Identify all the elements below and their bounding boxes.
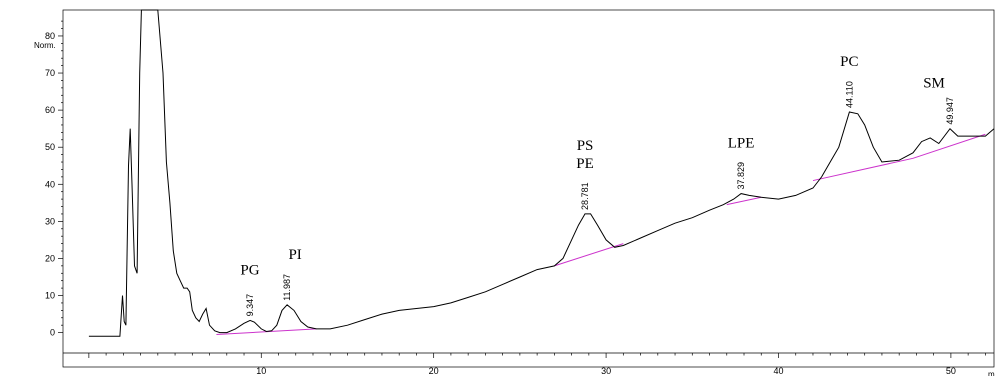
peak-retention-time: 28.781 xyxy=(580,182,590,210)
x-tick-label: 30 xyxy=(601,366,611,376)
y-tick-label: 60 xyxy=(45,105,55,115)
peak-retention-time: 49.947 xyxy=(945,97,955,125)
plot-frame xyxy=(62,9,995,368)
x-tick-label: 40 xyxy=(773,366,783,376)
baseline-segment xyxy=(554,243,624,267)
y-axis-label: Norm. xyxy=(34,41,56,50)
peak-retention-time: 9.347 xyxy=(245,294,255,317)
integration-baselines xyxy=(216,133,986,335)
baseline-segment xyxy=(912,133,986,159)
y-tick-label: 30 xyxy=(45,216,55,226)
x-tick-label: 50 xyxy=(946,366,956,376)
peak-name-label: PC xyxy=(840,54,858,70)
x-axis-unit: m xyxy=(988,370,995,376)
peak-name-label: PG xyxy=(240,262,259,278)
peak-name-label: SM xyxy=(923,76,945,92)
y-axis-ticks: 0 10 20 30 40 50 60 70 80 xyxy=(45,20,63,338)
baseline-segment xyxy=(726,196,762,206)
x-tick-label: 20 xyxy=(429,366,439,376)
y-tick-label: 80 xyxy=(45,31,55,41)
x-axis-ticks: 10 20 30 40 50 xyxy=(88,353,986,376)
y-tick-label: 50 xyxy=(45,142,55,152)
y-tick-label: 10 xyxy=(45,291,55,301)
y-tick-label: 70 xyxy=(45,68,55,78)
peak-retention-time: 44.110 xyxy=(844,81,854,108)
peak-name-label: PS xyxy=(577,138,594,154)
y-tick-label: 20 xyxy=(45,253,55,263)
peak-retention-time: 37.829 xyxy=(736,162,746,190)
peak-retention-time: 11.987 xyxy=(282,274,292,301)
peak-name-label: PE xyxy=(576,156,594,172)
chromatogram-trace xyxy=(88,9,995,337)
peak-name-label: LPE xyxy=(728,136,755,152)
peak-annotations: 9.347 PG 11.987 PI 28.781 PS PE 37.829 LPE 44.110… xyxy=(240,54,955,316)
y-tick-label: 0 xyxy=(50,328,55,338)
baseline-segment xyxy=(812,157,914,182)
peak-name-label: PI xyxy=(288,247,301,263)
x-tick-label: 10 xyxy=(256,366,266,376)
y-tick-label: 40 xyxy=(45,179,55,189)
